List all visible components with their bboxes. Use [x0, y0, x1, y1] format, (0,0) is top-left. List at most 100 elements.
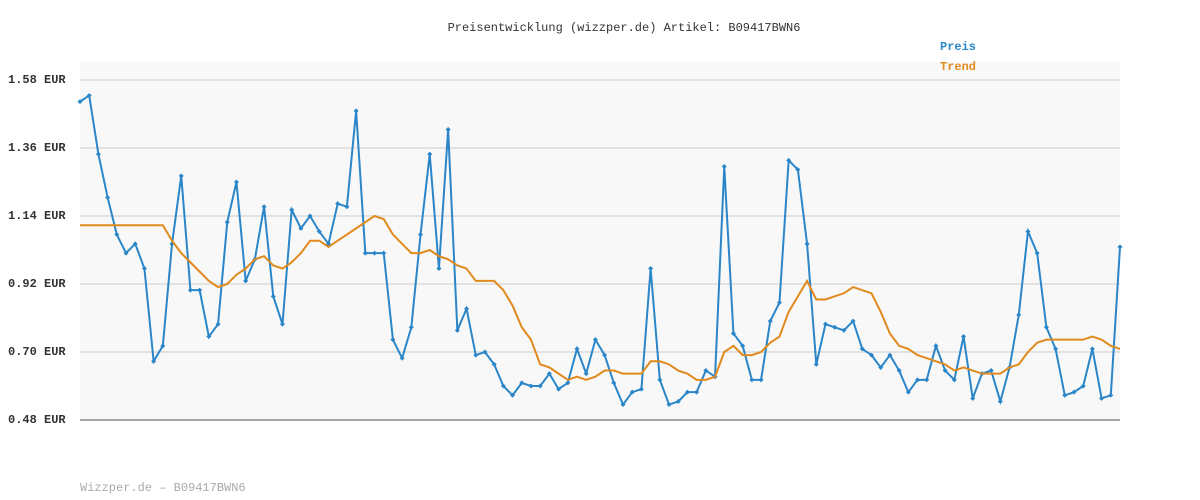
- point: [574, 346, 580, 352]
- point: [583, 371, 589, 377]
- point: [1117, 244, 1123, 250]
- point: [896, 368, 902, 374]
- point: [105, 194, 111, 200]
- point: [224, 219, 230, 225]
- point: [270, 293, 276, 299]
- point: [767, 318, 773, 324]
- point: [786, 157, 792, 163]
- point: [307, 213, 313, 219]
- point: [822, 321, 828, 327]
- point: [758, 377, 764, 383]
- point: [454, 327, 460, 333]
- point: [418, 232, 424, 238]
- point: [951, 377, 957, 383]
- point: [381, 250, 387, 256]
- point: [565, 380, 571, 386]
- point: [648, 266, 654, 272]
- point: [1025, 228, 1031, 234]
- point: [279, 321, 285, 327]
- point: [859, 346, 865, 352]
- point: [933, 343, 939, 349]
- point: [335, 201, 341, 207]
- point: [206, 334, 212, 340]
- point: [482, 349, 488, 355]
- point: [298, 225, 304, 231]
- point: [666, 402, 672, 408]
- point: [675, 398, 681, 404]
- point: [464, 306, 470, 312]
- point: [261, 204, 267, 210]
- point: [528, 383, 534, 389]
- point: [795, 167, 801, 173]
- point: [445, 126, 451, 132]
- point: [997, 398, 1003, 404]
- point: [684, 389, 690, 395]
- point: [1053, 346, 1059, 352]
- point: [721, 164, 727, 170]
- point: [1099, 395, 1105, 401]
- point: [399, 355, 405, 361]
- point: [942, 368, 948, 374]
- point: [537, 383, 543, 389]
- point: [510, 392, 516, 398]
- point: [178, 173, 184, 179]
- y-tick-label: 1.14 EUR: [8, 209, 66, 223]
- point: [629, 389, 635, 395]
- point: [160, 343, 166, 349]
- series-line: [80, 214, 1121, 381]
- point: [694, 389, 700, 395]
- point: [1016, 312, 1022, 318]
- point: [1062, 392, 1068, 398]
- y-tick-label: 0.92 EUR: [8, 277, 66, 291]
- point: [372, 250, 378, 256]
- point: [730, 330, 736, 336]
- y-tick-label: 0.70 EUR: [8, 345, 66, 359]
- point: [740, 343, 746, 349]
- point: [905, 389, 911, 395]
- point: [77, 99, 83, 105]
- point: [197, 287, 203, 293]
- y-tick-label: 1.58 EUR: [8, 73, 66, 87]
- point: [620, 402, 626, 408]
- chart-title: Preisentwicklung (wizzper.de) Artikel: B…: [448, 21, 801, 35]
- point: [556, 386, 562, 392]
- point: [243, 278, 249, 284]
- point: [1034, 250, 1040, 256]
- footer: Wizzper.de – B09417BWN6: [80, 481, 246, 495]
- point: [187, 287, 193, 293]
- point: [473, 352, 479, 358]
- point: [638, 386, 644, 392]
- point: [878, 364, 884, 370]
- point: [1071, 389, 1077, 395]
- point: [1089, 346, 1095, 352]
- point: [500, 383, 506, 389]
- point: [804, 241, 810, 247]
- point: [141, 266, 147, 272]
- point: [988, 368, 994, 374]
- point: [703, 368, 709, 374]
- series-line: [79, 93, 1121, 407]
- legend-label: Preis: [940, 40, 976, 54]
- point: [592, 337, 598, 343]
- point: [132, 241, 138, 247]
- point: [114, 232, 120, 238]
- point: [353, 108, 359, 114]
- point: [289, 207, 295, 213]
- point: [362, 250, 368, 256]
- point: [408, 324, 414, 330]
- point: [961, 334, 967, 340]
- point: [657, 377, 663, 383]
- point: [602, 352, 608, 358]
- point: [316, 228, 322, 234]
- point: [519, 380, 525, 386]
- point: [546, 371, 552, 377]
- point: [924, 377, 930, 383]
- point: [344, 204, 350, 210]
- point: [841, 327, 847, 333]
- point: [915, 377, 921, 383]
- point: [869, 352, 875, 358]
- point: [1043, 324, 1049, 330]
- point: [1108, 392, 1114, 398]
- point: [887, 352, 893, 358]
- point: [832, 324, 838, 330]
